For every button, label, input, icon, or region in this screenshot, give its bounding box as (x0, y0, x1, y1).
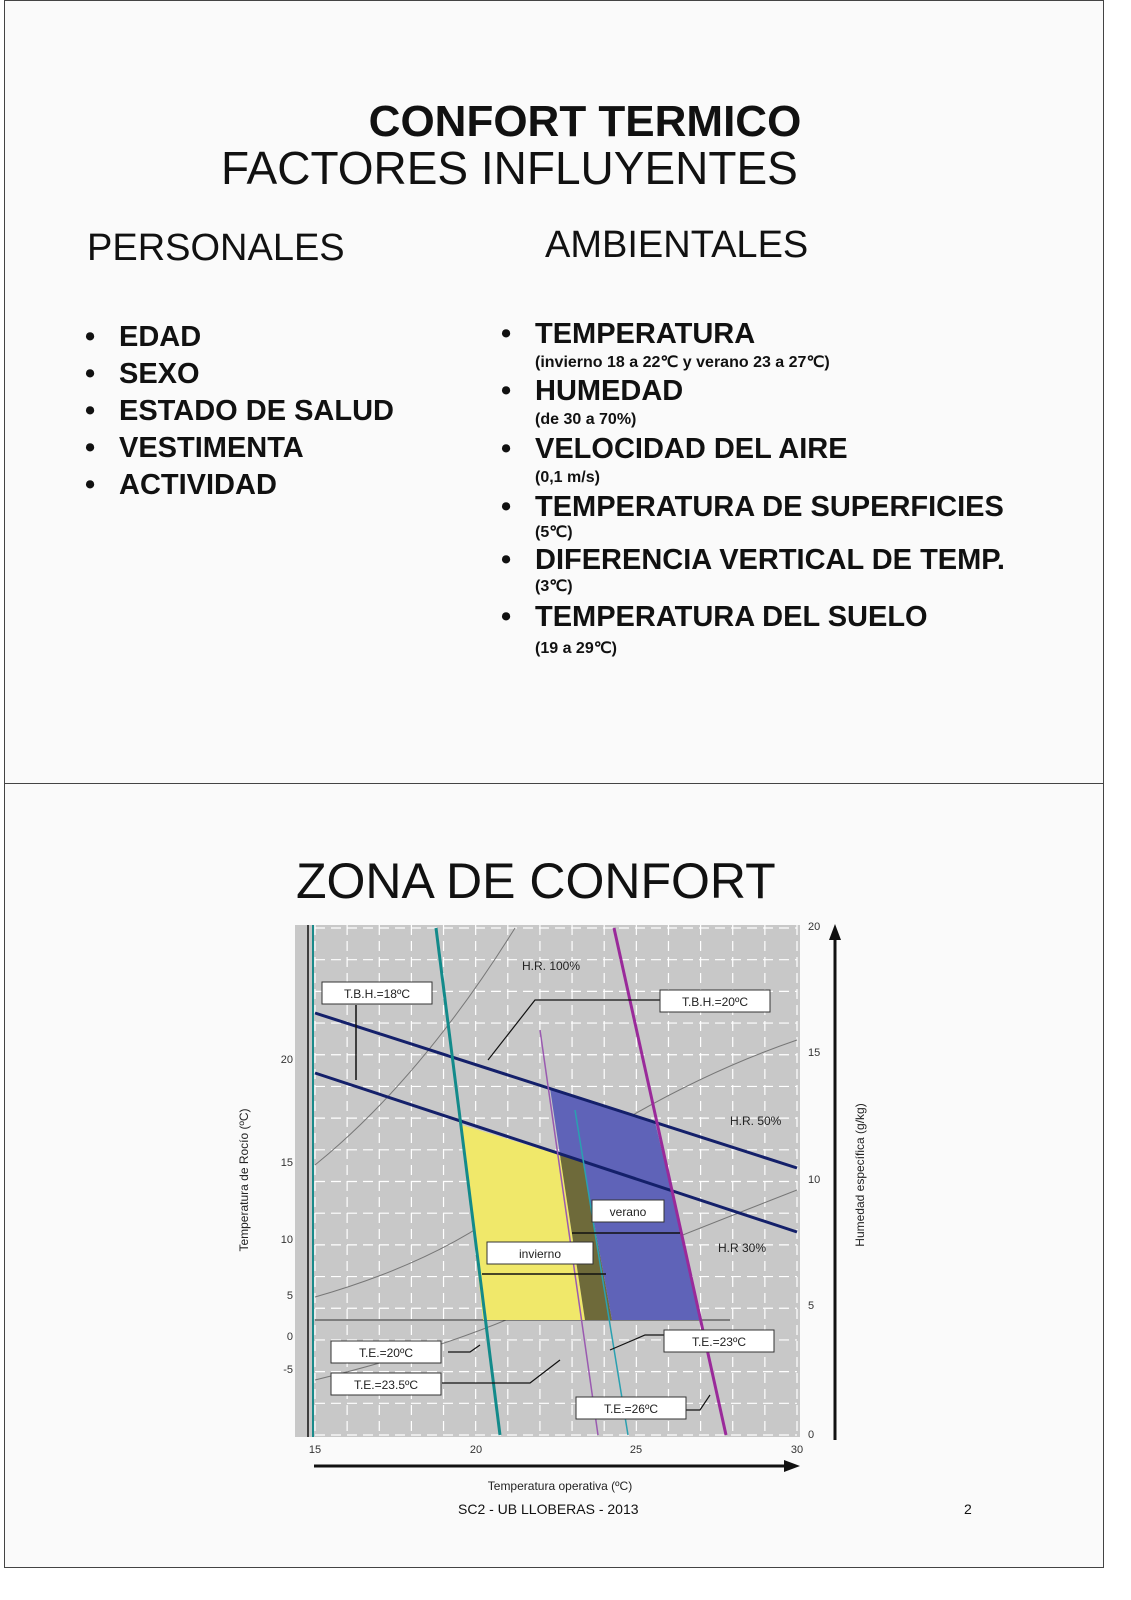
list-item: ACTIVIDAD (85, 467, 394, 504)
list-item: DIFERENCIA VERTICAL DE TEMP. (501, 543, 1005, 577)
te26-box (575, 1396, 687, 1420)
list-item-note: (invierno 18 a 22℃ y verano 23 a 27℃) (535, 354, 830, 371)
te26-label: T.E.=26ºC (604, 1402, 658, 1416)
tick-label: 20 (281, 1054, 293, 1066)
te235-label: T.E.=23.5ºC (354, 1378, 418, 1392)
left-axis-label: Temperatura de Rocío (ºC) (237, 1108, 251, 1251)
list-item: ESTADO DE SALUD (85, 393, 394, 430)
slide-subtitle: FACTORES INFLUYENTES (221, 142, 798, 194)
tick-label: 15 (281, 1157, 293, 1169)
te23-box (663, 1329, 775, 1353)
list-item: VESTIMENTA (85, 430, 394, 467)
ambientales-heading: AMBIENTALES (545, 224, 809, 266)
tick-label: 15 (808, 1047, 820, 1059)
te235-box (330, 1372, 442, 1396)
tick-label: 10 (281, 1234, 293, 1246)
hr100-label: H.R. 100% (522, 959, 580, 973)
list-item-note: (0,1 m/s) (535, 469, 600, 486)
personales-heading: PERSONALES (87, 227, 345, 269)
te20-line (434, 927, 502, 1436)
tbh18-label: T.B.H.=18ºC (344, 987, 410, 1001)
list-item-note: (5℃) (535, 524, 573, 541)
invierno-box (486, 1241, 594, 1265)
tick-label: 0 (287, 1331, 293, 1343)
ambientales-list: TEMPERATURA (invierno 18 a 22℃ y verano … (501, 317, 1005, 661)
tick-label: 5 (808, 1300, 814, 1312)
footer: SC2 - UB LLOBERAS - 2013 (458, 1501, 639, 1517)
tick-label: 20 (808, 921, 820, 933)
tick-label: 0 (808, 1429, 814, 1441)
list-item: HUMEDAD (501, 375, 1005, 407)
list-item: SEXO (85, 356, 394, 393)
right-axis-label: Humedad específica (g/kg) (853, 1103, 867, 1246)
page-number: 2 (964, 1501, 972, 1517)
list-item: EDAD (85, 319, 394, 356)
tick-label: 10 (808, 1174, 820, 1186)
list-item-note: (3℃) (535, 578, 573, 595)
verano-box (591, 1199, 665, 1223)
tick-label: -5 (283, 1364, 293, 1376)
personales-list: EDAD SEXO ESTADO DE SALUD VESTIMENTA ACT… (85, 319, 394, 504)
te23-label: T.E.=23ºC (692, 1335, 746, 1349)
tbh18-line (314, 1071, 798, 1234)
tick-label: 20 (470, 1444, 482, 1456)
te235-line (574, 1109, 629, 1436)
te20-label: T.E.=20ºC (359, 1346, 413, 1360)
tick-label: 25 (630, 1444, 642, 1456)
tbh20-line (314, 1011, 798, 1170)
tick-label: 30 (791, 1444, 803, 1456)
x-axis-label: Temperatura operativa (ºC) (488, 1479, 632, 1493)
slide-title: ZONA DE CONFORT (296, 853, 776, 909)
list-item: TEMPERATURA DE SUPERFICIES (501, 491, 1005, 523)
list-item-note: (de 30 a 70%) (535, 411, 637, 428)
slide-title: CONFORT TERMICO (368, 97, 802, 146)
invierno-zone (462, 1125, 585, 1320)
verano-label: verano (610, 1205, 647, 1219)
tbh18-box (321, 981, 433, 1005)
invierno-label: invierno (519, 1247, 561, 1261)
hr50-label: H.R. 50% (730, 1114, 782, 1128)
list-item: TEMPERATURA (501, 317, 1005, 351)
range-arrows (482, 1232, 680, 1275)
overlap-zone (560, 1155, 612, 1320)
te23-line (539, 1029, 599, 1436)
tick-label: 5 (287, 1290, 293, 1302)
list-item: TEMPERATURA DEL SUELO (501, 597, 1005, 637)
tbh20-label: T.B.H.=20ºC (682, 995, 748, 1009)
tick-label: 15 (309, 1444, 321, 1456)
tbh20-box (659, 989, 771, 1013)
slide-1: CONFORT TERMICO FACTORES INFLUYENTES PER… (4, 0, 1104, 784)
hr30-label: H.R 30% (718, 1241, 766, 1255)
list-item-note: (19 a 29℃) (535, 640, 618, 657)
list-item: VELOCIDAD DEL AIRE (501, 433, 1005, 465)
te20-box (330, 1340, 442, 1364)
